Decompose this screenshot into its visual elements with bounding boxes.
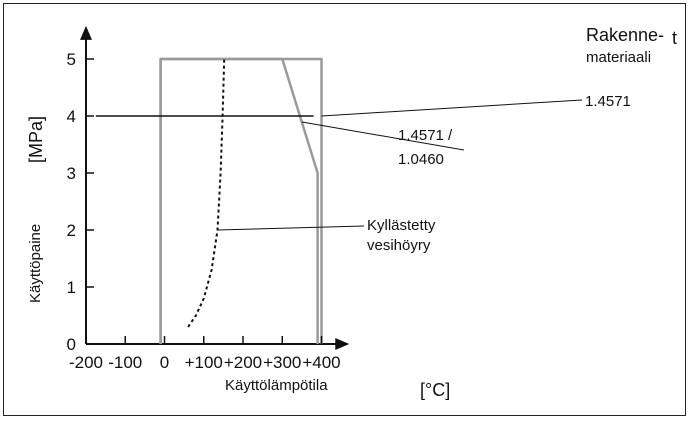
- y-tick-label: 3: [67, 164, 76, 183]
- y-tick-label: 4: [67, 107, 76, 126]
- y-tick-label: 1: [67, 278, 76, 297]
- y-tick-label: 5: [67, 50, 76, 69]
- legend-title-suffix: t: [672, 28, 677, 48]
- y-tick-label: 2: [67, 221, 76, 240]
- leader-mix: [301, 121, 465, 151]
- x-tick-label: +400: [302, 353, 340, 372]
- annotation-mix-line2: 1.0460: [398, 151, 444, 168]
- series-kyll-stetty-vesih-yry: [187, 58, 226, 328]
- annotation-mix-line1: 1.4571 /: [398, 127, 453, 144]
- x-tick-label: 0: [160, 353, 169, 372]
- x-tick-label: -200: [69, 353, 103, 372]
- x-tick-label: +300: [263, 353, 301, 372]
- y-axis-unit: [MPa]: [26, 116, 46, 163]
- y-axis-arrow: [80, 25, 92, 40]
- x-tick-label: -100: [108, 353, 142, 372]
- legend-title-line2: materiaali: [586, 49, 651, 66]
- x-tick-label: +100: [185, 353, 223, 372]
- series-1-4571-1-0460: [159, 57, 319, 344]
- y-tick-label: 0: [67, 335, 76, 354]
- annotation-steam-line2: vesihöyry: [367, 237, 431, 254]
- series-1-4571: [159, 57, 323, 344]
- chart-frame: [3, 3, 686, 416]
- x-axis-arrow: [335, 338, 350, 350]
- y-axis-label: Käyttöpaine: [27, 224, 44, 303]
- leader-steam: [217, 225, 365, 231]
- x-tick-label: +200: [224, 353, 262, 372]
- leader-1-4571: [321, 99, 583, 117]
- x-axis-label: Käyttölämpötila: [225, 377, 328, 394]
- annotation-steam-line1: Kyllästetty: [367, 217, 436, 234]
- x-axis-unit: [°C]: [420, 380, 450, 400]
- legend-title-line1: Rakenne-: [586, 25, 664, 45]
- annotation-1-4571: 1.4571: [585, 93, 631, 110]
